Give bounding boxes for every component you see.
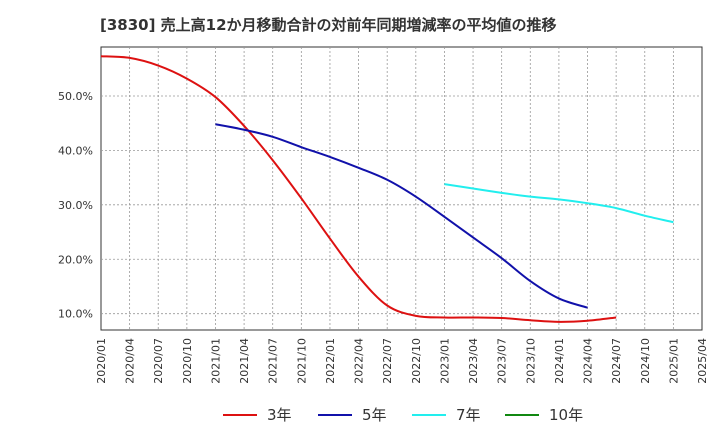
chart-title: [3830] 売上高12か月移動合計の対前年同期増減率の平均値の推移 [100, 16, 557, 34]
x-tick-label: 2024/07 [610, 338, 623, 384]
series-line-2 [215, 123, 588, 309]
y-tick-label: 10.0% [58, 308, 93, 321]
x-tick-label: 2022/10 [410, 338, 423, 384]
legend-swatch [412, 413, 446, 416]
y-tick-label: 30.0% [58, 199, 93, 212]
x-tick-label: 2021/10 [295, 338, 308, 384]
x-tick-label: 2025/01 [667, 338, 680, 384]
legend-item: 5年 [318, 404, 387, 425]
legend-label: 5年 [362, 406, 387, 424]
legend-label: 7年 [456, 406, 481, 424]
legend: 3年 5年 7年 10年 [0, 404, 720, 428]
x-tick-label: 2020/07 [152, 338, 165, 384]
x-tick-label: 2024/01 [553, 338, 566, 384]
x-tick-label: 2023/07 [496, 338, 509, 384]
x-tick-label: 2021/01 [209, 338, 222, 384]
x-tick-label: 2025/04 [696, 338, 709, 384]
x-tick-label: 2021/04 [238, 338, 251, 384]
legend-label: 3年 [267, 406, 292, 424]
series-line-1 [100, 55, 617, 323]
legend-label: 10年 [549, 406, 584, 424]
x-tick-label: 2020/10 [181, 338, 194, 384]
x-tick-label: 2023/10 [524, 338, 537, 384]
legend-swatch [223, 413, 257, 416]
legend-swatch [505, 413, 539, 416]
legend-item: 10年 [505, 404, 583, 425]
x-tick-label: 2024/10 [639, 338, 652, 384]
x-tick-label: 2022/04 [353, 338, 366, 384]
x-tick-label: 2021/07 [267, 338, 280, 384]
x-tick-label: 2022/07 [381, 338, 394, 384]
x-tick-label: 2020/04 [124, 338, 137, 384]
x-tick-label: 2022/01 [324, 338, 337, 384]
x-tick-label: 2020/01 [95, 338, 108, 384]
y-tick-label: 40.0% [58, 144, 93, 157]
y-tick-label: 20.0% [58, 253, 93, 266]
series-line-3 [444, 183, 674, 224]
legend-item: 7年 [412, 404, 481, 425]
x-tick-label: 2023/04 [467, 338, 480, 384]
x-tick-label: 2023/01 [438, 338, 451, 384]
legend-swatch [318, 413, 352, 416]
x-tick-label: 2024/04 [582, 338, 595, 384]
legend-item: 3年 [223, 404, 292, 425]
y-tick-label: 50.0% [58, 90, 93, 103]
